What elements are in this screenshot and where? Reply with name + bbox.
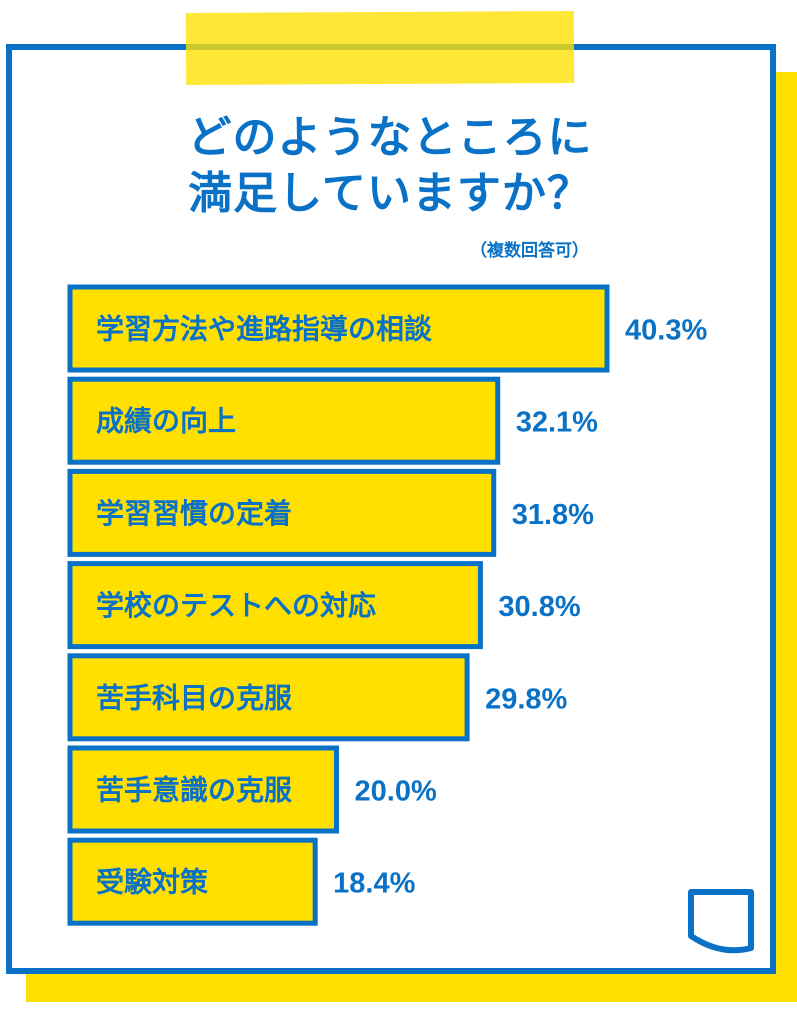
category-label-6: 苦手意識の克服 bbox=[96, 774, 293, 807]
bar-7 bbox=[67, 837, 318, 926]
title-line-2: 満足していますか？ bbox=[188, 168, 592, 219]
value-label-4: 30.8% bbox=[498, 591, 580, 623]
bar-5 bbox=[67, 653, 470, 742]
bar-2 bbox=[67, 376, 501, 465]
bar-1 bbox=[67, 284, 610, 373]
value-label-6: 20.0% bbox=[355, 776, 437, 808]
category-label-5: 苦手科目の克服 bbox=[96, 681, 293, 714]
value-label-3: 31.8% bbox=[512, 499, 594, 531]
value-label-5: 29.8% bbox=[485, 683, 567, 715]
category-label-7: 受験対策 bbox=[96, 866, 208, 899]
chart-title: どのようなところに 満足していますか？ bbox=[100, 110, 680, 222]
category-label-4: 学校のテストへの対応 bbox=[96, 589, 376, 622]
category-label-3: 学習習慣の定着 bbox=[96, 497, 292, 530]
category-label-2: 成績の向上 bbox=[96, 405, 236, 438]
page-curl-icon bbox=[688, 889, 754, 954]
value-label-2: 32.1% bbox=[516, 407, 598, 439]
multiple-answers-note: （複数回答可） bbox=[470, 241, 589, 261]
title-line-1: どのようなところに bbox=[187, 112, 593, 163]
bar-4 bbox=[67, 561, 483, 650]
bar-6 bbox=[67, 745, 340, 834]
bar-3 bbox=[67, 468, 497, 557]
category-label-1: 学習方法や進路指導の相談 bbox=[96, 313, 433, 346]
value-label-7: 18.4% bbox=[333, 868, 415, 900]
value-label-1: 40.3% bbox=[625, 315, 707, 347]
